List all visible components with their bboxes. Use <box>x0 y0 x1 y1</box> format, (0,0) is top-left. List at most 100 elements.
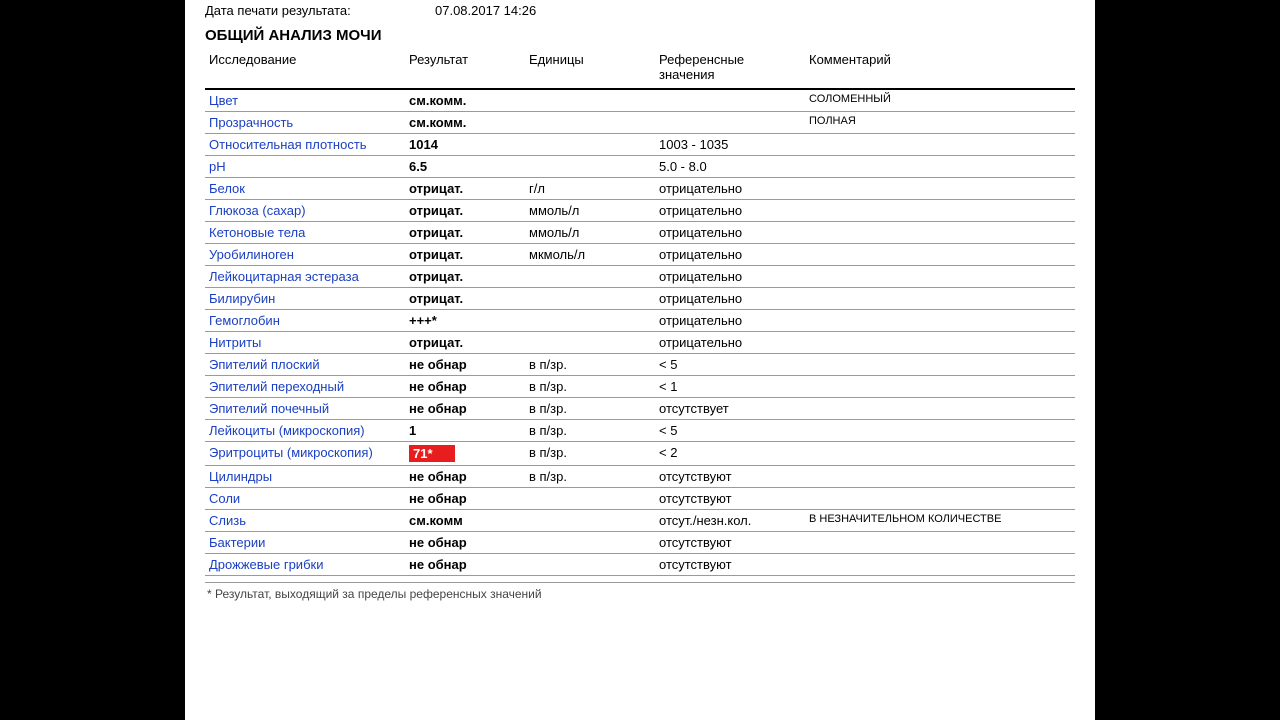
table-row: Лейкоцитарная эстеразаотрицат.отрицатель… <box>205 266 1075 288</box>
cell-units: в п/зр. <box>525 466 655 488</box>
cell-ref <box>655 112 805 134</box>
cell-units <box>525 510 655 532</box>
table-row: Гемоглобин+++* отрицательно <box>205 310 1075 332</box>
cell-test: Глюкоза (сахар) <box>205 200 405 222</box>
cell-ref: < 2 <box>655 442 805 466</box>
col-ref: Референсные значения <box>655 48 805 89</box>
cell-result: 1014 <box>405 134 525 156</box>
cell-comment <box>805 266 1075 288</box>
cell-result: отрицат. <box>405 244 525 266</box>
print-date-label: Дата печати результата: <box>205 3 435 18</box>
cell-units <box>525 266 655 288</box>
cell-test: Относительная плотность <box>205 134 405 156</box>
cell-test: Нитриты <box>205 332 405 354</box>
cell-ref: отрицательно <box>655 310 805 332</box>
table-row: Эпителий плоскийне обнарв п/зр.< 5 <box>205 354 1075 376</box>
table-row: Прозрачностьсм.комм.ПОЛНАЯ <box>205 112 1075 134</box>
cell-comment <box>805 244 1075 266</box>
cell-units: в п/зр. <box>525 376 655 398</box>
cell-comment <box>805 442 1075 466</box>
cell-ref: < 1 <box>655 376 805 398</box>
cell-units <box>525 554 655 576</box>
cell-result: отрицат. <box>405 178 525 200</box>
cell-comment <box>805 376 1075 398</box>
cell-test: Соли <box>205 488 405 510</box>
cell-units: в п/зр. <box>525 398 655 420</box>
cell-units <box>525 310 655 332</box>
cell-units <box>525 532 655 554</box>
cell-comment <box>805 156 1075 178</box>
cell-test: Эритроциты (микроскопия) <box>205 442 405 466</box>
cell-ref: отрицательно <box>655 266 805 288</box>
cell-result: +++* <box>405 310 525 332</box>
cell-ref: отсут./незн.кол. <box>655 510 805 532</box>
cell-ref: < 5 <box>655 354 805 376</box>
cell-ref: отрицательно <box>655 244 805 266</box>
cell-test: Лейкоциты (микроскопия) <box>205 420 405 442</box>
table-row: Бактериине обнаротсутствуют <box>205 532 1075 554</box>
cell-units: в п/зр. <box>525 354 655 376</box>
cell-test: Дрожжевые грибки <box>205 554 405 576</box>
cell-ref <box>655 89 805 112</box>
table-row: Слизьсм.коммотсут./незн.кол.В НЕЗНАЧИТЕЛ… <box>205 510 1075 532</box>
cell-comment <box>805 178 1075 200</box>
cell-comment <box>805 134 1075 156</box>
cell-result: отрицат. <box>405 266 525 288</box>
cell-ref: < 5 <box>655 420 805 442</box>
cell-comment <box>805 532 1075 554</box>
cell-result: не обнар <box>405 398 525 420</box>
cell-ref: 1003 - 1035 <box>655 134 805 156</box>
cell-units <box>525 156 655 178</box>
cell-ref: отрицательно <box>655 178 805 200</box>
cell-result: не обнар <box>405 554 525 576</box>
cell-units <box>525 488 655 510</box>
table-row: Относительная плотность1014 1003 - 1035 <box>205 134 1075 156</box>
report-page: Дата печати результата: 07.08.2017 14:26… <box>185 0 1095 720</box>
cell-result: см.комм. <box>405 89 525 112</box>
cell-test: Цвет <box>205 89 405 112</box>
cell-result: не обнар <box>405 354 525 376</box>
table-row: Билирубинотрицат.отрицательно <box>205 288 1075 310</box>
cell-result: 1 <box>405 420 525 442</box>
table-row: Эпителий переходныйне обнарв п/зр.< 1 <box>205 376 1075 398</box>
cell-comment <box>805 554 1075 576</box>
cell-result: отрицат. <box>405 200 525 222</box>
cell-comment: ПОЛНАЯ <box>805 112 1075 134</box>
cell-ref: отсутствуют <box>655 532 805 554</box>
meta-row-print-date: Дата печати результата: 07.08.2017 14:26 <box>205 2 1075 19</box>
cell-units: ммоль/л <box>525 222 655 244</box>
cell-units: в п/зр. <box>525 420 655 442</box>
cell-comment <box>805 332 1075 354</box>
table-row: Глюкоза (сахар)отрицат.ммоль/лотрицатель… <box>205 200 1075 222</box>
table-row: Эпителий почечныйне обнарв п/зр.отсутств… <box>205 398 1075 420</box>
result-highlight: 71* <box>409 445 455 462</box>
cell-test: Прозрачность <box>205 112 405 134</box>
cell-result: см.комм <box>405 510 525 532</box>
table-row: Цветсм.комм.СОЛОМЕННЫЙ <box>205 89 1075 112</box>
cell-units <box>525 89 655 112</box>
cell-test: pH <box>205 156 405 178</box>
cell-test: Эпителий переходный <box>205 376 405 398</box>
col-result: Результат <box>405 48 525 89</box>
cell-test: Слизь <box>205 510 405 532</box>
col-units: Единицы <box>525 48 655 89</box>
cell-test: Кетоновые тела <box>205 222 405 244</box>
results-table: Исследование Результат Единицы Референсн… <box>205 48 1075 576</box>
cell-comment <box>805 398 1075 420</box>
cell-units: г/л <box>525 178 655 200</box>
cell-result: отрицат. <box>405 332 525 354</box>
cell-units <box>525 332 655 354</box>
cell-result: не обнар <box>405 532 525 554</box>
cell-test: Гемоглобин <box>205 310 405 332</box>
cell-ref: отсутствуют <box>655 466 805 488</box>
table-row: Дрожжевые грибкине обнаротсутствуют <box>205 554 1075 576</box>
table-row: Кетоновые телаотрицат.ммоль/лотрицательн… <box>205 222 1075 244</box>
cell-comment <box>805 200 1075 222</box>
cell-units: ммоль/л <box>525 200 655 222</box>
cell-comment <box>805 420 1075 442</box>
cell-comment <box>805 222 1075 244</box>
cell-test: Билирубин <box>205 288 405 310</box>
cell-comment <box>805 466 1075 488</box>
cell-result: не обнар <box>405 488 525 510</box>
cell-comment <box>805 488 1075 510</box>
